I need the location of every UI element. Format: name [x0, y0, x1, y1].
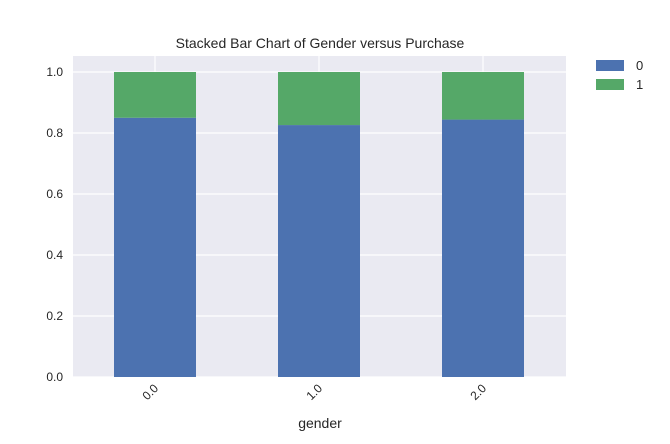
y-tick-label: 0.0 [46, 370, 63, 384]
x-tick-label: 1.0 [303, 381, 325, 403]
x-axis-label: gender [298, 415, 342, 431]
legend-swatch-1 [596, 79, 624, 90]
legend: 01 [596, 58, 643, 92]
x-tick-label: 2.0 [467, 381, 489, 403]
legend-label-1: 1 [636, 77, 643, 92]
x-axis-ticks: 0.0 1.0 2.0 [139, 381, 489, 403]
x-tick-label: 0.0 [139, 381, 161, 403]
y-tick-label: 0.6 [46, 187, 63, 201]
y-tick-label: 0.2 [46, 309, 63, 323]
y-tick-label: 0.8 [46, 126, 63, 140]
legend-label-0: 0 [636, 58, 643, 73]
bar-segment-2.0-series-1 [442, 72, 524, 120]
bar-segment-1.0-series-1 [278, 72, 360, 126]
bar-segment-1.0-series-0 [278, 125, 360, 377]
bars [114, 72, 524, 377]
legend-swatch-0 [596, 60, 624, 71]
bar-segment-2.0-series-0 [442, 119, 524, 377]
bar-segment-0.0-series-1 [114, 72, 196, 118]
y-axis-ticks: 0.0 0.2 0.4 0.6 0.8 1.0 [46, 65, 63, 384]
y-tick-label: 1.0 [46, 65, 63, 79]
bar-segment-0.0-series-0 [114, 117, 196, 377]
chart-title: Stacked Bar Chart of Gender versus Purch… [176, 35, 465, 51]
y-tick-label: 0.4 [46, 248, 63, 262]
